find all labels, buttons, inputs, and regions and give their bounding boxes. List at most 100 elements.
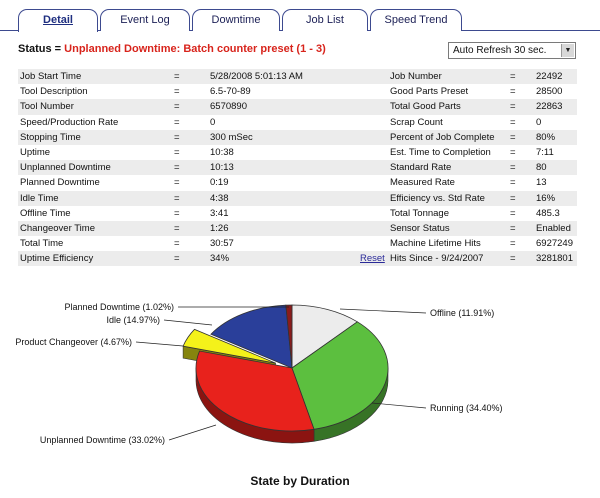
status-line: Status = Unplanned Downtime: Batch count… — [18, 43, 326, 55]
pie-leader-line — [163, 319, 213, 326]
row-value: 80% — [536, 131, 556, 143]
row-label: Sensor Status — [390, 222, 450, 234]
row-value: 4:38 — [210, 192, 229, 204]
row-value: 22863 — [536, 101, 563, 113]
row-equals: = — [174, 86, 180, 98]
row-label: Offline Time — [20, 207, 71, 219]
row-label: Uptime Efficiency — [20, 253, 94, 265]
table-row: Stopping Time = 300 mSec Percent of Job Com… — [18, 129, 577, 145]
row-equals: = — [174, 71, 180, 82]
row-label: Measured Rate — [390, 177, 455, 189]
row-equals: = — [510, 116, 516, 128]
row-label: Uptime — [20, 146, 51, 158]
row-equals: = — [174, 192, 180, 204]
row-label: Percent of Job Complete — [390, 131, 495, 143]
row-label: Est. Time to Completion — [390, 146, 491, 158]
pie-label: Unplanned Downtime (33.02%) — [40, 435, 165, 445]
status-label: Status = — [18, 43, 62, 55]
auto-refresh-select[interactable]: Auto Refresh 30 sec. ▼ — [448, 42, 576, 59]
row-equals: = — [510, 162, 516, 174]
row-value: 34% — [210, 253, 230, 265]
pie-label: Planned Downtime (1.02%) — [64, 302, 174, 312]
pie-leader-line — [168, 424, 217, 441]
row-equals: = — [174, 162, 180, 174]
table-row: Changeover Time = 1:26 Sensor Status = Enable… — [18, 220, 577, 237]
row-label: Total Good Parts — [390, 101, 461, 113]
table-row: Unplanned Downtime = 10:13 Standard Rate = 80 — [18, 160, 577, 176]
tab-job-list[interactable]: Job List — [282, 9, 368, 31]
row-value: 16% — [536, 192, 556, 204]
row-value: 6.5-70-89 — [210, 86, 251, 98]
reset-link[interactable]: Reset — [360, 253, 385, 265]
row-label: Unplanned Downtime — [20, 162, 111, 174]
row-label: Tool Description — [20, 86, 88, 98]
row-equals: = — [174, 146, 180, 158]
row-equals: = — [510, 71, 516, 82]
row-value: 6927249 — [536, 238, 573, 250]
row-equals: = — [174, 253, 180, 265]
row-value: 0:19 — [210, 177, 229, 189]
chart-title: State by Duration — [250, 474, 350, 488]
row-value: 13 — [536, 177, 547, 189]
row-equals: = — [174, 207, 180, 219]
row-label: Total Tonnage — [390, 207, 449, 219]
table-row: Speed/Production Rate = 0 Scrap Count = 0 — [18, 115, 577, 130]
row-equals: = — [510, 238, 516, 250]
row-label: Tool Number — [20, 101, 74, 113]
pie-label: Idle (14.97%) — [106, 315, 160, 325]
status-message: Unplanned Downtime: Batch counter preset… — [64, 43, 326, 55]
pie-leader-line — [339, 308, 427, 314]
pie-slice — [182, 328, 276, 364]
pie-leader-line — [371, 402, 427, 409]
row-label: Idle Time — [20, 192, 59, 204]
pie-label: Product Changeover (4.67%) — [15, 337, 132, 347]
row-equals: = — [510, 101, 516, 113]
row-value: 0 — [210, 116, 216, 128]
tab-event-log[interactable]: Event Log — [100, 9, 190, 31]
row-value: 0 — [536, 116, 542, 128]
row-label: Efficiency vs. Std Rate — [390, 192, 485, 204]
row-equals: = — [174, 222, 180, 234]
row-equals: = — [510, 207, 516, 219]
table-row: Idle Time = 4:38 Efficiency vs. Std Rate = 16… — [18, 190, 577, 206]
row-label: Good Parts Preset — [390, 86, 469, 98]
row-equals: = — [174, 116, 180, 128]
chevron-down-icon[interactable]: ▼ — [561, 44, 574, 57]
row-label: Machine Lifetime Hits — [390, 238, 481, 250]
row-equals: = — [510, 253, 516, 265]
row-value: 28500 — [536, 86, 563, 98]
table-row: Tool Description = 6.5-70-89 Good Parts Pre… — [18, 84, 577, 99]
row-label: Standard Rate — [390, 162, 452, 174]
row-equals: = — [174, 101, 180, 113]
table-row: Uptime Efficiency = 34% Hits Since - 9/24/2… — [18, 251, 577, 267]
tab-downtime[interactable]: Downtime — [192, 9, 280, 31]
row-equals: = — [510, 146, 516, 158]
pie-slice — [285, 304, 293, 369]
table-row: Job Start Time = 5/28/2008 5:01:13 AM Job N… — [18, 69, 577, 85]
table-row: Total Time = 30:57 Machine Lifetime Hits = 69… — [18, 236, 577, 251]
row-value: Enabled — [536, 222, 571, 234]
tab-detail[interactable]: Detail — [18, 9, 98, 32]
row-value: 80 — [536, 162, 547, 174]
row-value: 22492 — [536, 71, 563, 82]
row-label: Total Time — [20, 238, 64, 250]
row-value: 6570890 — [210, 101, 247, 113]
row-equals: = — [174, 177, 180, 189]
row-value: 3281801 — [536, 253, 573, 265]
row-value: 7:11 — [536, 146, 554, 158]
row-label: Job Start Time — [20, 71, 82, 82]
state-pie-chart: Offline (11.91%) Running (34.40%) Unplanne… — [0, 290, 600, 498]
table-row: Offline Time = 3:41 Total Tonnage = 485.3 — [18, 206, 577, 221]
row-label: Scrap Count — [390, 116, 443, 128]
row-label: Hits Since - 9/24/2007 — [390, 253, 484, 265]
tab-speed-trend[interactable]: Speed Trend — [370, 9, 462, 31]
table-row: Uptime = 10:38 Est. Time to Completion = 7:11 — [18, 145, 577, 160]
pie-slice — [195, 350, 315, 432]
table-row: Planned Downtime = 0:19 Measured Rate = 13 — [18, 175, 577, 190]
row-equals: = — [510, 86, 516, 98]
detail-table: Job Start Time = 5/28/2008 5:01:13 AM Job N… — [18, 69, 577, 267]
pie-leader-line — [135, 341, 184, 347]
row-value: 485.3 — [536, 207, 560, 219]
row-equals: = — [174, 238, 180, 250]
row-value: 10:38 — [210, 146, 234, 158]
